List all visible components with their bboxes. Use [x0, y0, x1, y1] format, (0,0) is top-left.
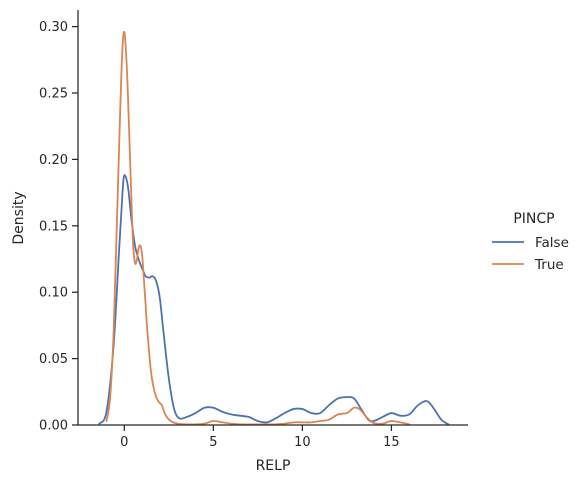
y-axis-title: Density [11, 191, 27, 244]
y-tick-label: 0.00 [39, 419, 68, 434]
legend: PINCP False True [492, 211, 569, 273]
legend-label-false: False [535, 235, 569, 251]
legend-label-true: True [534, 257, 564, 273]
series-line-true [105, 30, 411, 426]
axes: 0 5 10 15 0.00 0.05 0.10 0.15 0.20 0.25 0.30 [39, 10, 468, 450]
y-tick-label: 0.10 [39, 286, 68, 301]
series-line-false [98, 174, 450, 426]
x-tick-label: 5 [209, 435, 217, 450]
y-tick-label: 0.15 [39, 219, 68, 234]
x-tick-label: 0 [120, 435, 128, 450]
x-tick-label: 10 [294, 435, 311, 450]
plot-area [98, 30, 450, 426]
x-tick-label: 15 [383, 435, 400, 450]
y-tick-label: 0.05 [39, 352, 68, 367]
y-tick-label: 0.25 [39, 87, 68, 102]
legend-title: PINCP [513, 211, 554, 227]
x-axis-title: RELP [256, 458, 291, 474]
y-tick-label: 0.20 [39, 153, 68, 168]
y-tick-label: 0.30 [39, 20, 68, 35]
